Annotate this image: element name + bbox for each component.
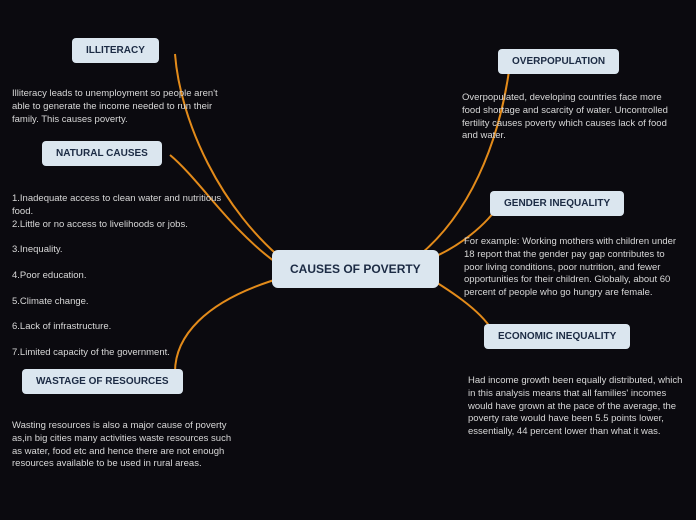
desc-economic: Had income growth been equally distribut… [468, 375, 688, 439]
node-overpopulation: OVERPOPULATION [498, 49, 619, 74]
center-node: CAUSES OF POVERTY [272, 250, 439, 288]
desc-gender: For example: Working mothers with childr… [464, 236, 684, 300]
node-economic: ECONOMIC INEQUALITY [484, 324, 630, 349]
node-wastage: WASTAGE OF RESOURCES [22, 369, 183, 394]
desc-natural: 1.Inadequate access to clean water and n… [12, 193, 232, 360]
desc-wastage: Wasting resources is also a major cause … [12, 420, 232, 471]
node-gender: GENDER INEQUALITY [490, 191, 624, 216]
desc-overpopulation: Overpopulated, developing countries face… [462, 92, 682, 143]
desc-illiteracy: Illiteracy leads to unemployment so peop… [12, 88, 232, 126]
node-natural: NATURAL CAUSES [42, 141, 162, 166]
node-illiteracy: ILLITERACY [72, 38, 159, 63]
